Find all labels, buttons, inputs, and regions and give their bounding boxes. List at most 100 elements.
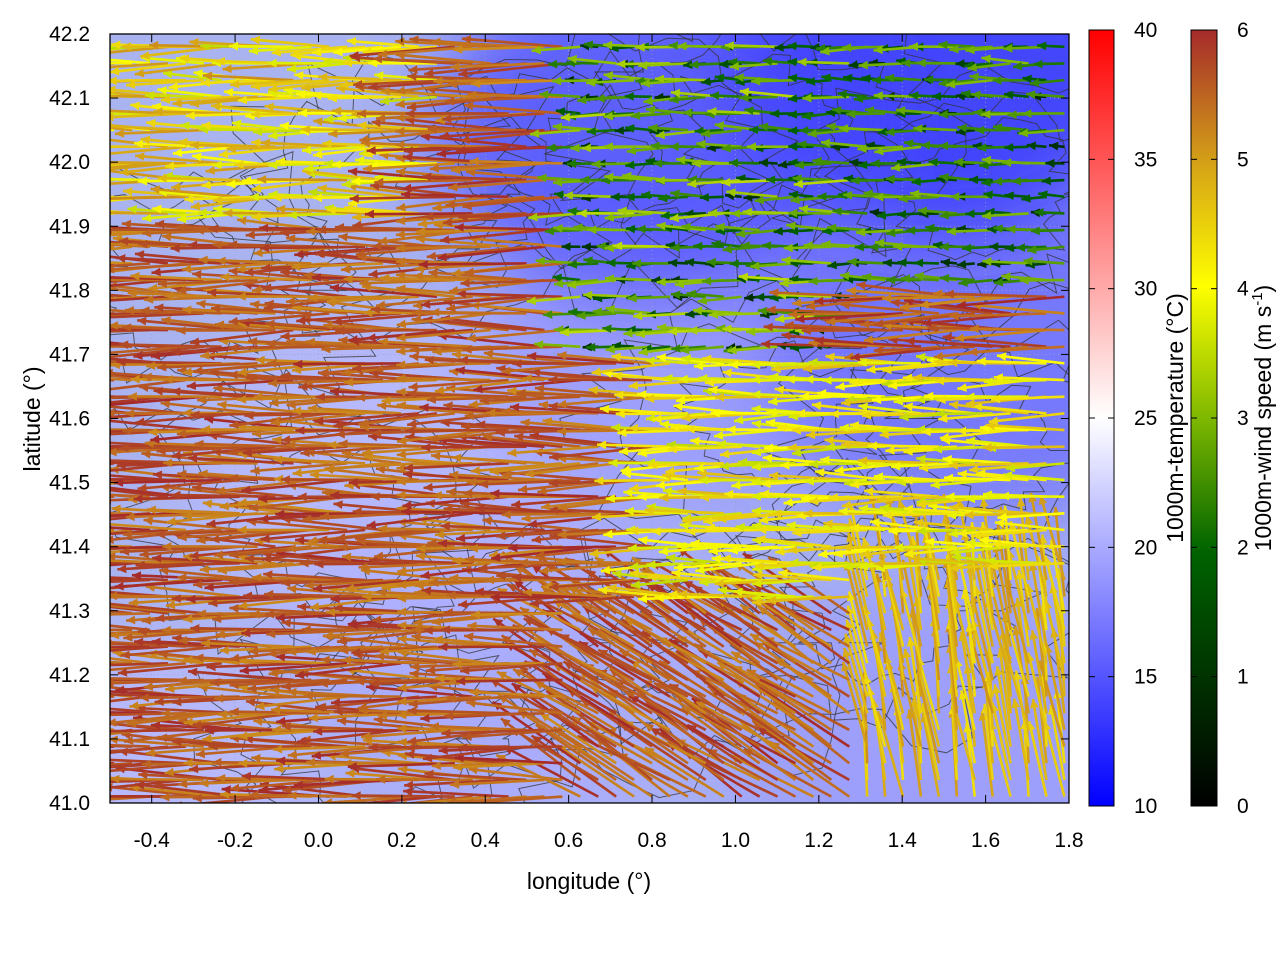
wind-vector — [841, 661, 869, 747]
wind-vector — [397, 562, 491, 576]
wind-vector — [110, 559, 186, 565]
wind-vector — [263, 570, 366, 582]
wind-vector — [183, 655, 276, 665]
wind-vector — [110, 195, 115, 199]
wind-vector — [658, 659, 743, 715]
wind-vector — [110, 758, 186, 765]
wind-vector — [397, 634, 491, 648]
wind-vector — [215, 478, 312, 495]
wind-vector — [110, 657, 151, 665]
x-tick-label: 0.6 — [554, 829, 583, 852]
wind-vector — [322, 795, 420, 803]
temperature-colorbar-tick-label: 35 — [1134, 148, 1157, 171]
wind-vector — [189, 545, 294, 560]
wind-vector — [366, 512, 473, 530]
wind-vector — [312, 578, 420, 593]
wind-vector — [769, 471, 850, 482]
y-tick-label: 41.8 — [49, 279, 90, 302]
wind-vector — [110, 578, 115, 582]
wind-vector — [309, 470, 402, 482]
wind-vector — [458, 743, 563, 752]
contour-line — [542, 34, 980, 282]
temperature-colorbar-tick-label: 30 — [1134, 278, 1157, 301]
wind-vector — [749, 632, 832, 682]
y-tick-label: 41.1 — [49, 728, 90, 751]
wind-vector — [682, 512, 760, 525]
wind-vector — [877, 494, 957, 504]
wind-vector — [1030, 698, 1048, 781]
x-tick-label: 1.8 — [1054, 829, 1083, 852]
wind-vector — [1016, 497, 1030, 581]
wind-vector — [999, 491, 1065, 501]
wind-vector — [518, 665, 600, 731]
wind-vector — [110, 645, 151, 649]
wind-vector — [110, 661, 168, 667]
wind-vector — [501, 510, 599, 519]
wind-vector — [110, 78, 115, 82]
wind-vector — [838, 506, 904, 516]
wind-vector — [397, 724, 491, 733]
wind-vector — [190, 624, 294, 633]
wind-vector — [192, 711, 294, 730]
wind-vector — [997, 512, 1065, 522]
wind-vector — [135, 560, 240, 570]
wind-vectors — [110, 35, 1066, 803]
wind-vector — [210, 528, 312, 544]
wind-colorbar: 0 1 2 3 4 5 6 1000m-wind speed (m s-1) — [1190, 19, 1276, 818]
wind-vector — [913, 518, 993, 532]
wind-vector — [994, 666, 1012, 747]
wind-vector — [239, 662, 348, 675]
wind-vector — [714, 578, 796, 588]
wind-vector — [358, 562, 455, 572]
wind-vector — [434, 528, 527, 539]
temperature-colorbar-tick-label: 10 — [1134, 795, 1157, 818]
wind-vector — [433, 635, 527, 648]
contour-line — [693, 457, 1069, 754]
wind-vector — [360, 566, 455, 582]
wind-vector — [508, 543, 617, 553]
y-tick-label: 41.4 — [49, 536, 90, 559]
wind-vector — [342, 655, 437, 665]
x-tick-label: 0.8 — [637, 829, 666, 852]
wind-vector — [110, 628, 115, 632]
wind-vector — [110, 552, 204, 565]
wind-vector — [110, 778, 115, 782]
wind-vector — [904, 545, 975, 558]
wind-vector — [202, 499, 294, 515]
wind-vector — [177, 528, 276, 542]
wind-vector — [275, 612, 384, 622]
wind-vector — [644, 746, 725, 798]
wind-vector — [125, 512, 222, 522]
wind-colorbar-tick-label: 1 — [1237, 666, 1249, 689]
wind-vector — [152, 554, 258, 565]
wind-vector — [511, 495, 617, 509]
wind-vector — [864, 487, 940, 498]
wind-vector — [778, 569, 850, 582]
wind-vector — [110, 761, 133, 767]
wind-vector — [644, 506, 724, 515]
contour-line — [823, 91, 1069, 304]
wind-vector — [248, 645, 348, 656]
wind-vector — [110, 695, 151, 703]
wind-vector — [287, 745, 384, 759]
wind-vector — [424, 769, 527, 782]
wind-vector — [110, 512, 133, 516]
wind-vector — [668, 638, 761, 698]
wind-vector — [182, 511, 276, 521]
wind-vector — [456, 676, 563, 686]
wind-vector — [110, 624, 151, 632]
wind-vector — [206, 661, 312, 672]
wind-vector — [870, 518, 940, 532]
wind-vector — [110, 693, 169, 698]
wind-vector — [229, 678, 330, 690]
wind-vector — [110, 774, 204, 784]
wind-vector — [330, 695, 437, 707]
wind-vector — [446, 694, 545, 703]
wind-vector — [281, 578, 384, 588]
wind-vector — [466, 699, 563, 715]
wind-vector — [986, 556, 1047, 566]
wind-vector — [624, 506, 688, 516]
wind-vector — [721, 554, 796, 565]
wind-vector — [612, 569, 671, 582]
y-tick-label: 41.9 — [49, 215, 90, 238]
